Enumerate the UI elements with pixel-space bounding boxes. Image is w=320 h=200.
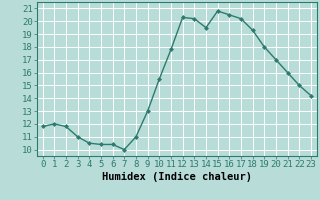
X-axis label: Humidex (Indice chaleur): Humidex (Indice chaleur) [102,172,252,182]
